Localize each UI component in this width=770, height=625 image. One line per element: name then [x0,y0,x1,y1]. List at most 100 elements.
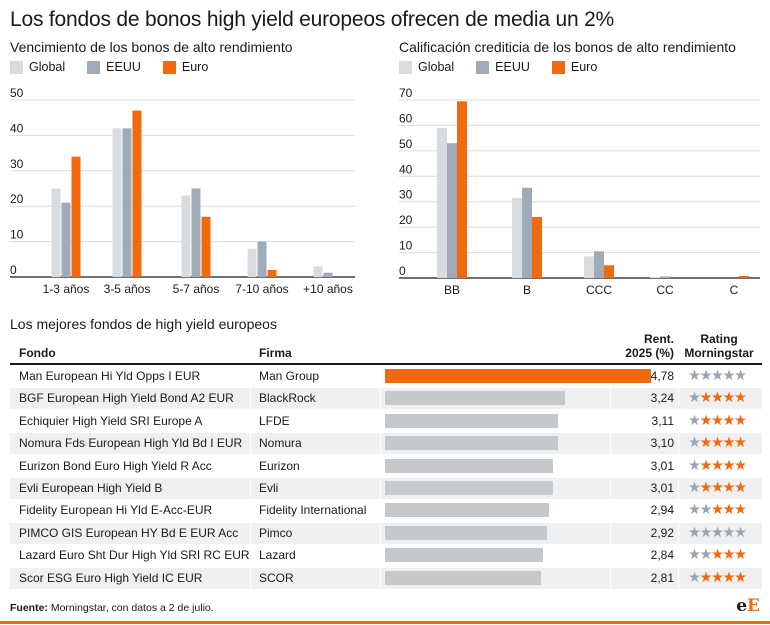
column-separator [380,410,381,432]
legend-euro: Euro [551,60,597,74]
bar-euro [604,265,614,278]
legend-label-eeuu: EEUU [106,60,141,74]
bar-eeuu [594,251,604,278]
star-filled-icon: ★ [711,412,724,429]
y-tick-label: 0 [10,263,17,277]
fund-name: PIMCO GIS European HY Bd E EUR Acc [19,525,239,540]
return-value: 2,84 [650,548,674,563]
table-row: Evli European High Yield B Evli 3,01 ★★★★★ [10,478,762,500]
star-empty-icon: ★ [688,502,701,519]
column-separator [610,567,611,589]
bar-euro [532,216,542,278]
column-separator [678,567,679,589]
star-empty-icon: ★ [722,368,736,384]
header-firma: Firma [259,346,292,360]
star-filled-icon: ★ [722,502,736,519]
y-tick-label: 50 [10,86,24,100]
bar-global [512,197,522,278]
star-empty-icon: ★ [688,480,701,496]
y-tick-label: 20 [399,213,413,227]
fund-name: BGF European High Yield Bond A2 EUR [19,391,234,406]
fund-name: Scor ESG Euro High Yield IC EUR [19,570,203,585]
return-bar [385,503,549,518]
return-bar [385,413,559,428]
legend-eeuu: EEUU [476,60,530,74]
return-bar [385,548,544,563]
legend-swatch-euro [551,60,565,74]
bar-eeuu [257,241,267,277]
star-filled-icon: ★ [711,435,724,452]
morningstar-rating: ★★★★★ [688,456,747,477]
y-tick-label: 10 [10,228,24,242]
morningstar-rating: ★★★★★ [688,388,747,409]
star-filled-icon: ★ [711,480,724,496]
source-note: Fuente: Morningstar, con datos a 2 de ju… [10,602,214,614]
star-empty-icon: ★ [688,524,701,541]
legend-eeuu: EEUU [87,60,141,74]
star-filled-icon: ★ [734,457,747,474]
star-filled-icon: ★ [722,457,736,474]
column-separator [678,545,679,567]
bar-global [51,188,61,277]
bar-global [313,266,323,277]
column-separator [678,455,679,477]
bar-eeuu [191,188,201,277]
logo-e: e [736,596,748,616]
star-filled-icon: ★ [734,547,747,564]
return-value: 3,11 [651,413,674,428]
return-value: 3,01 [650,458,674,473]
x-tick-label: 3-5 años [104,282,151,296]
column-separator [250,500,251,522]
bar-eeuu [122,128,132,277]
y-tick-label: 0 [399,264,406,278]
star-empty-icon: ★ [711,524,724,541]
morningstar-rating: ★★★★★ [688,500,747,521]
column-separator [678,500,679,522]
bar-global [112,128,122,277]
legend-global: Global [399,60,454,74]
bar-eeuu [323,272,333,277]
table-row: Lazard Euro Sht Dur High Yld SRI RC EUR L… [10,545,762,567]
bar-eeuu [660,276,670,278]
star-filled-icon: ★ [699,480,713,496]
star-filled-icon: ★ [722,390,736,407]
return-value: 2,94 [650,503,674,518]
return-bar [385,525,548,540]
fund-name: Echiquier High Yield SRI Europe A [19,413,203,428]
return-bar [385,458,553,473]
table-title: Los mejores fondos de high yield europeo… [10,316,277,332]
legend-label-euro: Euro [181,60,209,74]
return-value: 4,78 [650,369,674,383]
bar-eeuu [522,187,532,278]
column-separator [610,410,611,432]
legend-label-global: Global [29,60,66,74]
morningstar-rating: ★★★★★ [688,366,747,387]
star-filled-icon: ★ [711,547,724,564]
star-filled-icon: ★ [699,569,713,586]
column-separator [678,478,679,499]
morningstar-rating: ★★★★★ [688,523,747,544]
page-title: Los fondos de bonos high yield europeos … [10,8,615,31]
star-empty-icon: ★ [688,547,701,564]
star-filled-icon: ★ [711,390,724,407]
column-separator [380,366,381,387]
bar-global [181,195,191,277]
fund-firm: Fidelity International [259,503,367,518]
column-separator [380,433,381,455]
return-value: 2,92 [650,525,674,540]
column-separator [380,567,381,589]
return-value: 3,10 [650,436,674,451]
bar-euro [739,275,749,278]
star-filled-icon: ★ [699,390,713,407]
x-tick-label: 5-7 años [173,282,220,296]
column-separator [678,366,679,387]
legend-euro: Euro [162,60,209,74]
column-separator [380,500,381,522]
return-value: 3,01 [650,481,674,495]
bar-eeuu [61,202,71,277]
fund-firm: Man Group [259,369,320,383]
logo-E: E [747,596,760,616]
y-tick-label: 30 [10,157,24,171]
fund-firm: BlackRock [259,391,316,406]
bar-global [247,248,257,277]
